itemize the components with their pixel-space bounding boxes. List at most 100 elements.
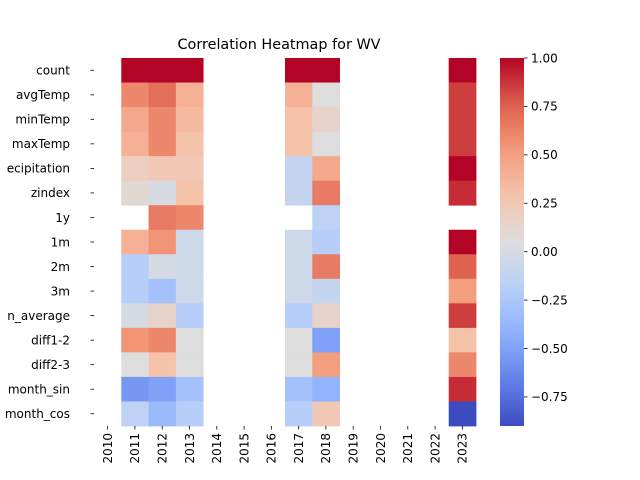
heatmap-cell bbox=[285, 327, 313, 353]
heatmap-cell bbox=[285, 278, 313, 304]
heatmap-cell bbox=[448, 278, 477, 304]
heatmap-cells bbox=[121, 58, 477, 427]
heatmap-cell bbox=[448, 156, 477, 182]
heatmap-cell bbox=[312, 82, 340, 108]
heatmap-cell bbox=[148, 278, 177, 304]
heatmap-cell bbox=[121, 352, 149, 378]
heatmap-cell bbox=[448, 229, 477, 255]
heatmap-cell bbox=[121, 278, 149, 304]
heatmap-cell bbox=[148, 205, 177, 231]
heatmap-cell bbox=[175, 401, 204, 427]
y-tick-label: zindex bbox=[31, 186, 70, 200]
heatmap-cell bbox=[448, 376, 477, 402]
heatmap-cell bbox=[121, 58, 149, 83]
y-axis-tick-labels: count avgTemp minTemp maxTemp ecipitation zin… bbox=[5, 64, 94, 421]
heatmap-cell bbox=[121, 327, 149, 353]
colorbar-tick-label: 0.50 bbox=[531, 148, 558, 162]
heatmap-cell bbox=[148, 254, 177, 280]
heatmap-cell bbox=[148, 107, 177, 132]
x-tick-label: 2011 bbox=[128, 433, 142, 464]
heatmap-cell bbox=[121, 107, 149, 132]
heatmap-cell bbox=[285, 156, 313, 182]
x-tick-label: 2015 bbox=[237, 433, 251, 464]
x-tick-label: 2017 bbox=[292, 433, 306, 464]
heatmap-cell bbox=[148, 352, 177, 378]
heatmap-cell bbox=[285, 131, 313, 157]
heatmap-cell bbox=[448, 180, 477, 206]
heatmap-cell bbox=[175, 82, 204, 108]
heatmap-cell bbox=[121, 401, 149, 427]
heatmap-cell bbox=[148, 401, 177, 427]
heatmap-cell bbox=[312, 376, 340, 402]
x-tick-label: 2010 bbox=[101, 433, 115, 464]
heatmap-cell bbox=[312, 303, 340, 329]
heatmap-cell bbox=[285, 107, 313, 132]
heatmap-cell bbox=[285, 229, 313, 255]
heatmap-cell bbox=[148, 376, 177, 402]
y-tick-label: diff1-2 bbox=[31, 333, 70, 347]
heatmap-cell bbox=[285, 82, 313, 108]
heatmap-cell bbox=[312, 278, 340, 304]
heatmap-cell bbox=[121, 229, 149, 255]
heatmap-cell bbox=[148, 82, 177, 108]
heatmap-cell bbox=[148, 229, 177, 255]
heatmap-cell bbox=[148, 303, 177, 329]
colorbar-tick-labels: 1.00 0.75 0.50 0.25 0.00 −0.25 −0.50 −0.75 bbox=[524, 51, 568, 404]
heatmap-cell bbox=[121, 131, 149, 157]
y-tick-label: avgTemp bbox=[16, 88, 70, 102]
heatmap-cell bbox=[285, 180, 313, 206]
heatmap-cell bbox=[175, 58, 204, 83]
y-tick-label: n_average bbox=[7, 309, 70, 323]
heatmap-cell bbox=[121, 82, 149, 108]
heatmap-cell bbox=[312, 401, 340, 427]
colorbar-tick-label: 0.25 bbox=[531, 197, 558, 211]
heatmap-cell bbox=[312, 229, 340, 255]
x-tick-label: 2016 bbox=[265, 433, 279, 464]
colorbar-tick-label: 1.00 bbox=[531, 51, 558, 65]
heatmap-cell bbox=[175, 107, 204, 132]
heatmap-cell bbox=[175, 131, 204, 157]
heatmap-cell bbox=[448, 107, 477, 132]
colorbar-tick-label: 0.75 bbox=[531, 100, 558, 114]
y-tick-label: 1m bbox=[51, 235, 70, 249]
heatmap-cell bbox=[312, 156, 340, 182]
y-tick-label: month_sin bbox=[8, 383, 70, 397]
heatmap-cell bbox=[121, 376, 149, 402]
heatmap-cell bbox=[285, 401, 313, 427]
heatmap-cell bbox=[175, 229, 204, 255]
heatmap-cell bbox=[175, 327, 204, 353]
heatmap-cell bbox=[175, 376, 204, 402]
heatmap-cell bbox=[312, 205, 340, 231]
colorbar-gradient-bar bbox=[500, 58, 524, 426]
y-tick-label: count bbox=[36, 64, 70, 78]
colorbar-tick-label: −0.50 bbox=[531, 342, 568, 356]
heatmap-cell bbox=[448, 303, 477, 329]
colorbar-tick-label: 0.00 bbox=[531, 245, 558, 259]
heatmap-cell bbox=[121, 303, 149, 329]
x-tick-label: 2014 bbox=[210, 433, 224, 464]
heatmap-cell bbox=[312, 352, 340, 378]
y-tick-label: maxTemp bbox=[12, 137, 70, 151]
heatmap-cell bbox=[312, 180, 340, 206]
x-tick-label: 2020 bbox=[374, 433, 388, 464]
heatmap-cell bbox=[312, 107, 340, 132]
heatmap-cell bbox=[148, 327, 177, 353]
heatmap-cell bbox=[285, 254, 313, 280]
heatmap-cell bbox=[448, 58, 477, 83]
heatmap-cell bbox=[148, 58, 177, 83]
heatmap-cell bbox=[175, 180, 204, 206]
chart-title: Correlation Heatmap for WV bbox=[177, 37, 380, 53]
heatmap-cell bbox=[285, 303, 313, 329]
x-axis-tick-labels: 2010 2011 2012 2013 2014 2015 2016 2017 2018 2019… bbox=[101, 426, 470, 464]
y-tick-label: 3m bbox=[51, 284, 70, 298]
y-tick-label: minTemp bbox=[15, 113, 70, 127]
heatmap-cell bbox=[312, 254, 340, 280]
y-tick-label: month_cos bbox=[5, 407, 70, 421]
heatmap-cell bbox=[448, 352, 477, 378]
heatmap-cell bbox=[175, 278, 204, 304]
heatmap-cell bbox=[312, 327, 340, 353]
heatmap-cell bbox=[175, 254, 204, 280]
heatmap-cell bbox=[148, 131, 177, 157]
heatmap-cell bbox=[148, 156, 177, 182]
